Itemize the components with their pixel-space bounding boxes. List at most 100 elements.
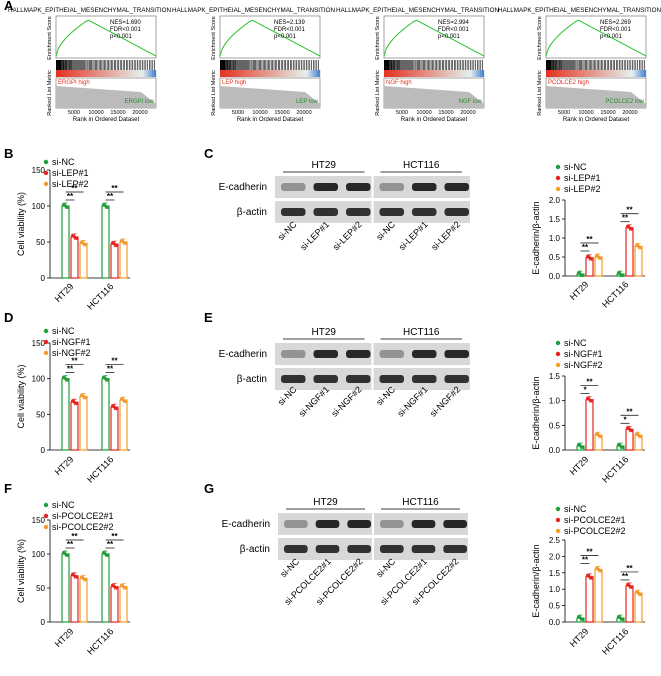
- bar: [585, 399, 594, 451]
- hit-line: [480, 60, 482, 70]
- hit-line: [83, 60, 84, 70]
- hit-line: [450, 60, 452, 70]
- hit-line: [633, 60, 635, 70]
- legend-swatch: [555, 186, 561, 192]
- hit-line: [554, 60, 555, 70]
- bar-chart: 2.5 2.0 1.5 1.0 0.5 0.0 E-cadherin/β-actin HT29…: [531, 504, 645, 657]
- hit-line: [436, 60, 437, 70]
- hit-line: [58, 60, 60, 70]
- data-point: [630, 227, 633, 231]
- hit-line: [61, 60, 63, 70]
- y-tick-label: 50: [36, 238, 45, 247]
- legend-label: si-NGF#1: [52, 337, 91, 347]
- gradient-cell: [548, 70, 551, 77]
- lane-label: si-LEP#1: [397, 219, 430, 252]
- hit-line: [85, 60, 87, 70]
- hit-line: [442, 60, 443, 70]
- hit-line: [430, 60, 432, 70]
- hit-line: [612, 60, 614, 70]
- gradient-cell: [560, 70, 563, 77]
- data-point: [66, 554, 69, 557]
- hit-line: [265, 60, 267, 70]
- gradient-cell: [74, 70, 77, 77]
- gradient-cell: [220, 70, 223, 77]
- hit-barcode: [220, 60, 319, 70]
- hit-line: [622, 60, 623, 70]
- data-point: [630, 429, 633, 433]
- hit-line: [580, 60, 581, 70]
- gradient-cell: [454, 70, 457, 77]
- gradient-cell: [444, 70, 447, 77]
- gradient-cell: [110, 70, 113, 77]
- hit-line: [104, 60, 105, 70]
- x-tick-label: 15000: [110, 110, 125, 116]
- hit-line: [61, 60, 62, 70]
- hit-line: [387, 60, 389, 70]
- hit-line: [270, 60, 272, 70]
- blot-band: [281, 208, 306, 216]
- sig-marker: **: [582, 243, 589, 252]
- data-point: [106, 554, 109, 557]
- metric-area: [56, 86, 156, 108]
- gradient-cell: [318, 70, 321, 77]
- gradient-cell: [78, 70, 81, 77]
- bar: [625, 428, 634, 451]
- hit-line: [89, 60, 90, 70]
- category-label: HT29: [568, 454, 591, 477]
- hit-line: [404, 60, 405, 70]
- y-tick-label: 0.0: [549, 446, 561, 455]
- hit-line: [644, 60, 645, 70]
- gradient-cell: [638, 70, 641, 77]
- bar: [585, 576, 594, 623]
- gradient-cell: [280, 70, 283, 77]
- hit-line: [389, 60, 390, 70]
- gradient-cell: [594, 70, 597, 77]
- hit-line: [420, 60, 422, 70]
- gradient-cell: [430, 70, 433, 77]
- p-label: p<0.001: [438, 34, 461, 40]
- y-tick-label: 150: [32, 166, 46, 175]
- gradient-cell: [60, 70, 63, 77]
- gradient-cell: [644, 70, 647, 77]
- legend-swatch: [555, 506, 561, 512]
- fdr-label: FDR<0.001: [274, 27, 306, 33]
- blot-band: [412, 208, 437, 216]
- hit-line: [403, 60, 404, 70]
- hit-line: [478, 60, 480, 70]
- legend-swatch: [43, 328, 49, 334]
- y-tick-label: 0.0: [549, 618, 561, 627]
- gradient-cell: [636, 70, 639, 77]
- blot-band: [347, 520, 371, 528]
- hit-line: [229, 60, 231, 70]
- gradient-cell: [580, 70, 583, 77]
- hit-line: [222, 60, 223, 70]
- hit-line: [419, 60, 420, 70]
- gradient-cell: [438, 70, 441, 77]
- gradient-cell: [608, 70, 611, 77]
- hit-line: [601, 60, 602, 70]
- data-point: [630, 585, 633, 589]
- panel-letter: B: [4, 146, 13, 161]
- bar-chart: 1.5 1.0 0.5 0.0 E-cadherin/β-actin HT29 HCT116…: [531, 338, 645, 485]
- y-tick-label: 1.0: [549, 585, 561, 594]
- gradient-cell: [132, 70, 135, 77]
- hit-line: [226, 60, 227, 70]
- gradient-cell: [384, 70, 387, 77]
- sig-marker: *: [623, 415, 627, 424]
- hit-line: [433, 60, 435, 70]
- gradient-cell: [116, 70, 119, 77]
- x-tick-label: 15000: [438, 110, 453, 116]
- hit-line: [77, 60, 78, 70]
- gradient-cell: [600, 70, 603, 77]
- y-tick-label: 150: [32, 516, 46, 525]
- hit-line: [59, 60, 61, 70]
- gradient-cell: [634, 70, 637, 77]
- hit-line: [565, 60, 566, 70]
- gradient-cell: [624, 70, 627, 77]
- hit-line: [126, 60, 127, 70]
- bar: [110, 243, 119, 279]
- hit-line: [225, 60, 226, 70]
- hit-line: [130, 60, 132, 70]
- cell-line-label: HT29: [313, 497, 338, 508]
- gradient-cell: [228, 70, 231, 77]
